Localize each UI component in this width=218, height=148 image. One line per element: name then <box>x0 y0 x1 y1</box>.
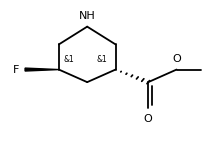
Text: O: O <box>144 114 153 124</box>
Polygon shape <box>25 68 59 71</box>
Text: F: F <box>13 65 19 75</box>
Text: &1: &1 <box>63 55 74 64</box>
Text: &1: &1 <box>97 55 107 64</box>
Text: O: O <box>172 54 181 64</box>
Text: NH: NH <box>79 11 95 21</box>
